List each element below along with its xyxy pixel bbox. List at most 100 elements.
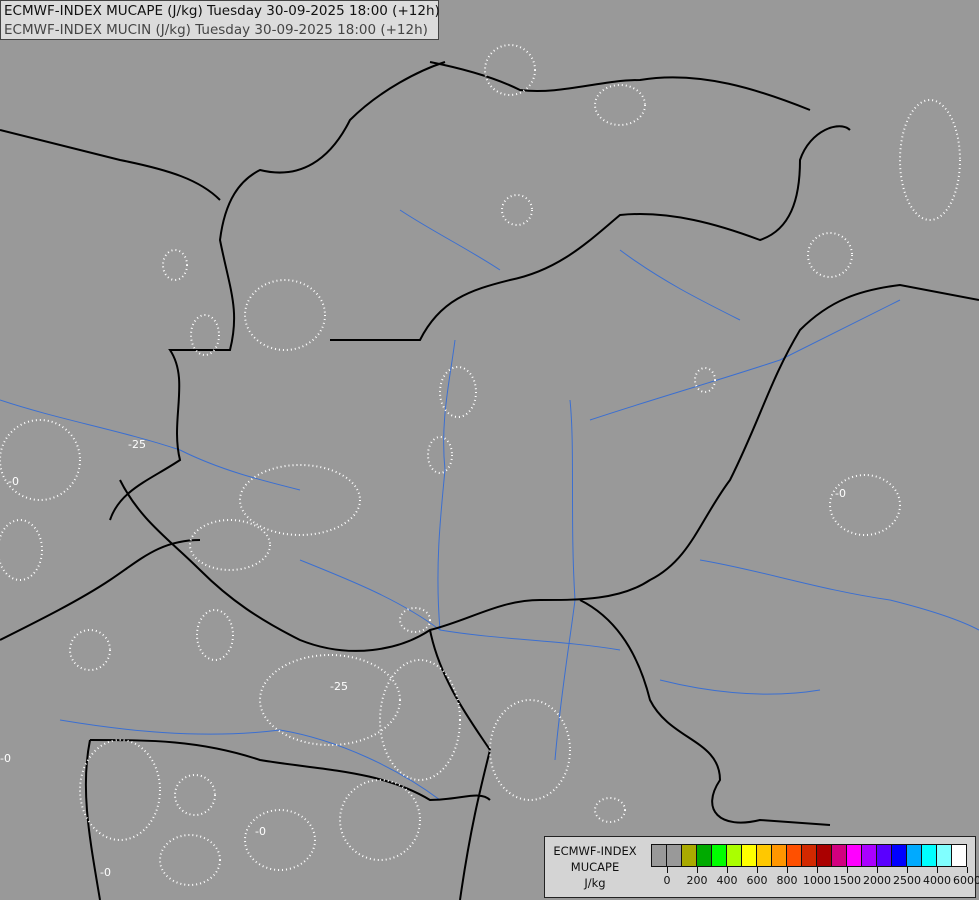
- contour: [69, 629, 111, 671]
- border: [330, 125, 851, 341]
- legend-tick: [967, 867, 968, 873]
- legend-tick-label: 2000: [863, 874, 891, 887]
- contour: [0, 419, 81, 501]
- contour: [189, 519, 271, 571]
- legend-tick: [727, 867, 728, 873]
- legend-swatch: [862, 845, 877, 866]
- legend-tick: [667, 867, 668, 873]
- legend-tick: [817, 867, 818, 873]
- legend-swatch: [832, 845, 847, 866]
- mucin-contours: [0, 44, 961, 886]
- legend-swatch: [922, 845, 937, 866]
- contour: [379, 659, 461, 781]
- contour: [399, 607, 431, 633]
- contour-label: -0: [0, 752, 11, 765]
- legend-swatches: [651, 844, 967, 867]
- legend-swatch: [652, 845, 667, 866]
- legend-tick: [847, 867, 848, 873]
- river: [589, 299, 901, 421]
- legend-swatch: [712, 845, 727, 866]
- legend-swatch: [952, 845, 966, 866]
- legend-swatch: [727, 845, 742, 866]
- title-box: ECMWF-INDEX MUCAPE (J/kg) Tuesday 30-09-…: [0, 0, 440, 40]
- legend-swatch: [682, 845, 697, 866]
- legend-tick: [697, 867, 698, 873]
- river: [399, 209, 501, 271]
- legend-swatch: [817, 845, 832, 866]
- legend-tick: [787, 867, 788, 873]
- contour: [807, 232, 853, 278]
- contour: [501, 194, 533, 226]
- contour: [427, 436, 453, 474]
- legend-swatch: [742, 845, 757, 866]
- contour: [0, 519, 43, 581]
- river: [59, 719, 441, 801]
- legend-swatch: [847, 845, 862, 866]
- legend-tick-label: 4000: [923, 874, 951, 887]
- legend-tick-label: 200: [686, 874, 708, 887]
- river: [437, 339, 456, 631]
- legend-model: ECMWF-INDEX: [553, 844, 637, 858]
- border: [119, 283, 979, 652]
- river: [619, 249, 741, 321]
- river: [554, 399, 576, 761]
- legend-swatch: [787, 845, 802, 866]
- border: [429, 61, 811, 111]
- contour: [239, 464, 361, 536]
- contour: [489, 699, 571, 801]
- country-borders: [0, 61, 979, 900]
- contour: [339, 779, 421, 861]
- contour-label: -25: [128, 438, 146, 451]
- title-line-mucin: ECMWF-INDEX MUCIN (J/kg) Tuesday 30-09-2…: [4, 22, 428, 38]
- legend-swatch: [697, 845, 712, 866]
- contour-labels: -0 -25 -0 -0 -25 -0 -0: [0, 438, 846, 879]
- legend-tick-label: 600: [746, 874, 768, 887]
- title-line-mucape: ECMWF-INDEX MUCAPE (J/kg) Tuesday 30-09-…: [4, 3, 440, 19]
- border: [0, 539, 201, 641]
- river: [699, 559, 979, 631]
- legend-unit: J/kg: [584, 876, 606, 890]
- legend-tick-label: 1000: [803, 874, 831, 887]
- border: [109, 61, 446, 521]
- legend-swatch: [877, 845, 892, 866]
- contour: [829, 474, 901, 536]
- border: [429, 629, 492, 900]
- legend-swatch: [757, 845, 772, 866]
- border: [579, 599, 831, 826]
- legend-swatch: [667, 845, 682, 866]
- contour: [174, 774, 216, 816]
- contour: [159, 834, 221, 886]
- legend-tick-label: 800: [776, 874, 798, 887]
- river: [659, 679, 821, 695]
- border: [84, 739, 101, 900]
- rivers: [0, 209, 979, 801]
- contour-label: -0: [255, 825, 266, 838]
- legend-tick-label: 400: [716, 874, 738, 887]
- contour: [594, 797, 626, 823]
- contour: [439, 366, 477, 418]
- contour: [594, 84, 646, 126]
- legend-swatch: [802, 845, 817, 866]
- contour: [79, 739, 161, 841]
- color-legend: ECMWF-INDEX MUCAPE J/kg 0 200 400 600 800 100…: [544, 836, 979, 898]
- legend-tick: [757, 867, 758, 873]
- contour: [694, 367, 716, 393]
- border: [0, 129, 221, 201]
- legend-swatch: [892, 845, 907, 866]
- legend-label: ECMWF-INDEX MUCAPE J/kg: [548, 843, 642, 891]
- legend-tick-label: 2500: [893, 874, 921, 887]
- contour: [259, 654, 401, 746]
- river: [299, 559, 621, 651]
- contour: [162, 249, 188, 281]
- legend-tick-label: 0: [663, 874, 671, 887]
- legend-swatch: [907, 845, 922, 866]
- contour: [196, 609, 234, 661]
- contour: [244, 809, 316, 871]
- legend-tick: [907, 867, 908, 873]
- contour-label: -25: [330, 680, 348, 693]
- contour: [484, 44, 536, 96]
- contour: [190, 314, 220, 356]
- contour: [244, 279, 326, 351]
